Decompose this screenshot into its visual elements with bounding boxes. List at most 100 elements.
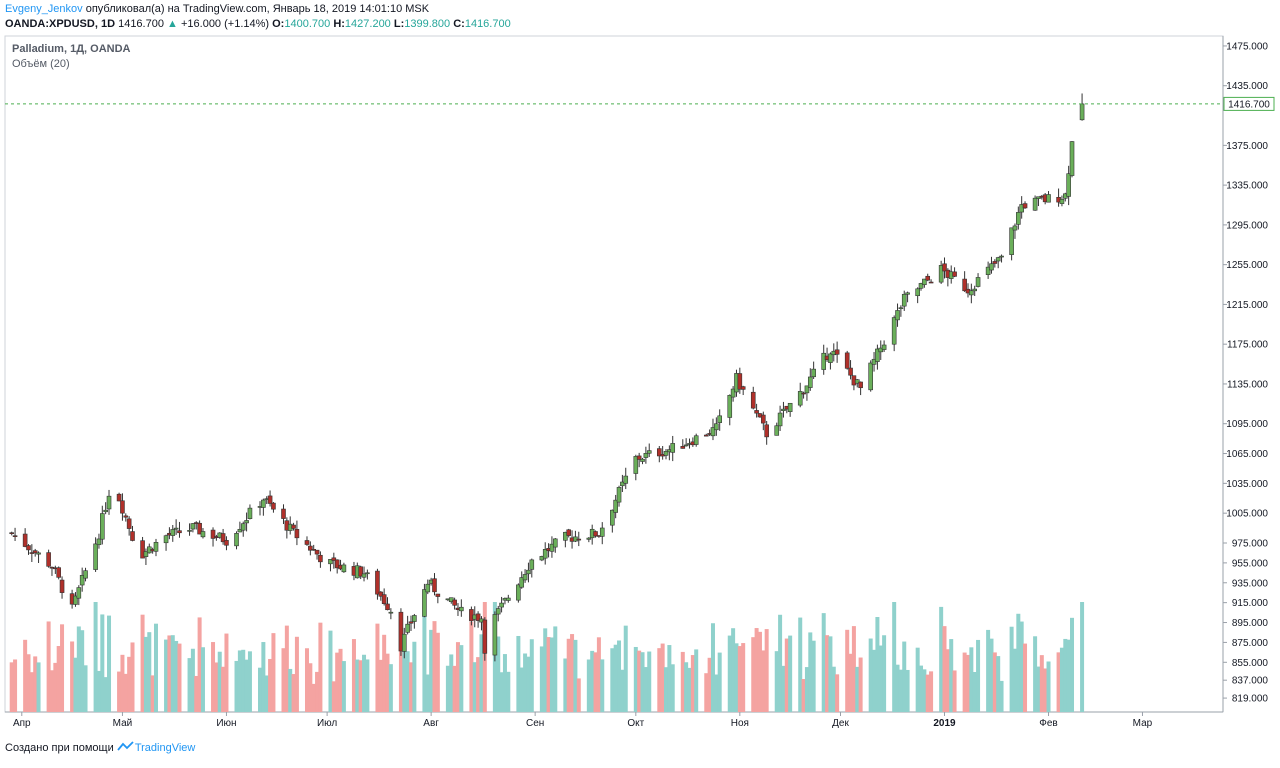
volume-bar [294,636,299,712]
volume-bar [506,671,511,712]
volume-bar [872,649,877,712]
volume-bar [13,659,18,712]
legend-main: Palladium, 1Д, OANDA [12,43,131,55]
candle-body [599,527,605,537]
candle-body [730,388,736,398]
candle-body [435,593,441,597]
candle-body [620,481,625,487]
candle-body [459,606,464,612]
time-axis[interactable]: Апр Май Июн Июл Авг Сен Окт Ноя Дек 2019 Фев Мар [13,712,1153,729]
volume-bar [130,642,135,712]
volume-bar [150,675,155,712]
volume-bar [197,617,202,712]
volume-bar [244,659,249,712]
candle-body [408,621,414,624]
price-tick-label: 1295.000 [1226,220,1268,231]
volume-bar [549,637,554,712]
candle-body [928,281,934,284]
volume-bar [637,650,642,712]
volume-bar [868,638,873,712]
volume-bar [643,667,648,712]
candle-body [381,594,387,604]
volume-bar [623,625,628,712]
volume-bar [388,664,393,712]
candle-body [334,559,340,569]
volume-bar [1039,655,1044,712]
volume-bar [288,668,293,712]
price-tick-label: 1175.000 [1227,340,1268,351]
volume-bar [341,661,346,712]
candle-body [915,288,920,297]
candle-body [656,448,662,457]
candle-body [1019,204,1024,213]
candle-body [365,572,370,575]
candle-body [120,500,125,514]
candle-body [683,444,689,447]
created-with-text: Создано при помощи [5,742,114,754]
candle-body [22,533,28,547]
last-price: 1416.700 [118,18,164,30]
volume-bar [570,634,575,712]
volume-bar [1019,621,1024,712]
volume-bar [311,683,316,712]
volume-bar [731,628,736,712]
candle-body [93,543,98,570]
candle-body [281,508,286,519]
candle-body [240,523,246,531]
open-label: O: [272,18,285,30]
candle-body [740,386,746,390]
volume-bar [412,641,417,712]
volume-bar [362,654,367,712]
candle-body [375,570,380,595]
candle-body [1036,196,1041,199]
price-axis[interactable]: 1475.000 1435.000 1375.000 1335.000 1295.000… [1223,41,1268,705]
volume-bar [986,629,991,712]
volume-bar [714,674,719,712]
candle-body [774,425,780,436]
price-tick-label: 1135.000 [1227,379,1268,390]
time-tick-label: Сен [526,718,544,729]
tradingview-link[interactable]: TradingView [134,742,196,754]
volume-bar [737,646,742,712]
candle-body [552,538,558,548]
candle-body [499,602,504,608]
candle-body [1012,225,1018,231]
volume-bar [687,667,692,712]
volume-bar [925,674,930,712]
footer: Создано при помощи TradingView [5,741,195,754]
volume-bar [422,614,427,712]
candle-body [703,434,709,437]
volume-bar [1070,617,1075,712]
volume-bar [751,637,756,712]
volume-bar [435,632,440,712]
volume-bar [727,635,732,712]
volume-bar [633,646,638,712]
volume-bar [469,621,474,712]
volume-bar [237,650,242,712]
volume-bar [194,675,199,712]
candle-body [247,507,253,519]
high-value: 1427.200 [344,18,391,30]
candle-body [475,613,481,621]
candle-body [378,591,384,597]
volume-bar [553,626,558,712]
volume-bar [610,648,615,712]
volume-bar [851,626,856,712]
candle-body [76,587,82,599]
candle-body [801,392,806,395]
volume-bar [375,623,380,712]
candle-layer [9,93,1085,662]
candle-body [670,443,676,453]
volume-bar [576,678,581,712]
candle-body [291,524,296,529]
volume-bar [36,662,41,712]
candle-body [96,538,102,546]
time-tick-label: Дек [832,718,849,729]
author-link[interactable]: Evgeny_Jenkov [5,3,83,15]
candle-body [405,623,410,633]
symbol-header: OANDA:XPDUSD, 1D 1416.700 ▲ +16.000 (+1.… [5,18,511,30]
candle-body [717,415,722,423]
volume-bar [73,657,78,712]
